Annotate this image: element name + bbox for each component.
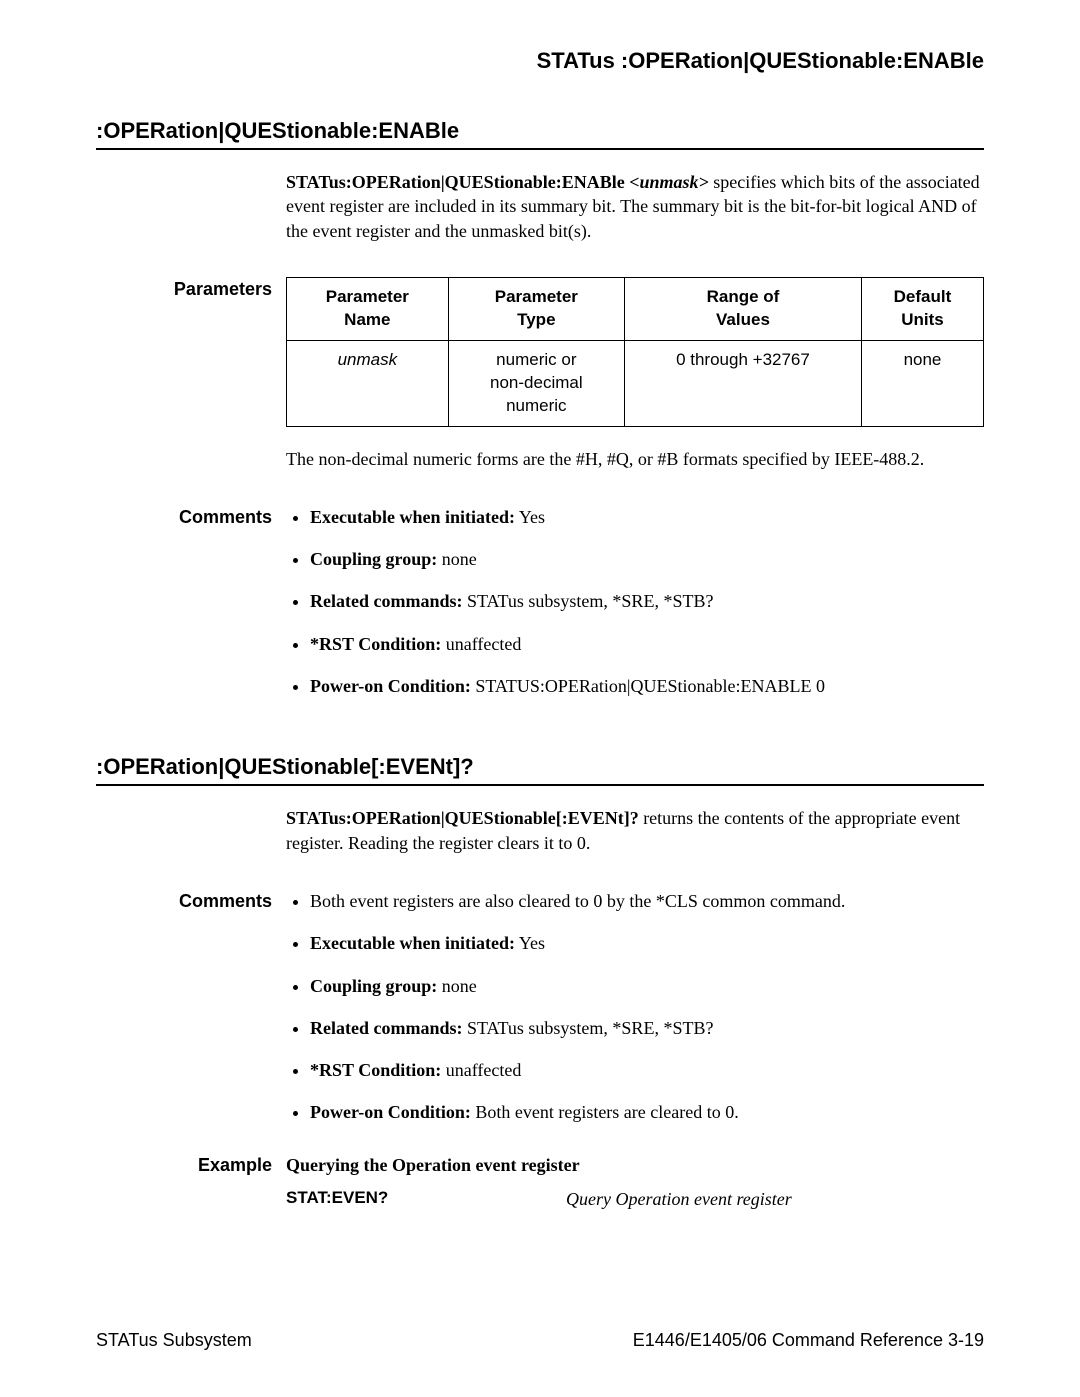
intro-cmd: STATus:OPERation|QUEStionable:ENABle bbox=[286, 172, 629, 192]
example-title: Querying the Operation event register bbox=[286, 1153, 984, 1177]
td-range: 0 through +32767 bbox=[624, 340, 861, 426]
list-item: Power-on Condition: STATUS:OPERation|QUE… bbox=[310, 674, 984, 698]
td-default: none bbox=[861, 340, 983, 426]
example-label: Example bbox=[96, 1153, 286, 1212]
list-item: Power-on Condition: Both event registers… bbox=[310, 1100, 984, 1124]
section2-intro: STATus:OPERation|QUEStionable[:EVENt]? r… bbox=[286, 806, 984, 855]
table-header-row: Parameter Name Parameter Type Range of V… bbox=[287, 277, 984, 340]
parameters-table: Parameter Name Parameter Type Range of V… bbox=[286, 277, 984, 427]
section1-intro: STATus:OPERation|QUEStionable:ENABle <un… bbox=[286, 170, 984, 243]
empty-label-2 bbox=[96, 806, 286, 879]
td-type: numeric or non-decimal numeric bbox=[448, 340, 624, 426]
running-header: STATus :OPERation|QUEStionable:ENABle bbox=[96, 48, 984, 74]
example-row: STAT:EVEN? Query Operation event registe… bbox=[286, 1187, 984, 1211]
list-item: Coupling group: none bbox=[310, 974, 984, 998]
section1-bullets: Executable when initiated: Yes Coupling … bbox=[286, 505, 984, 698]
list-item: *RST Condition: unaffected bbox=[310, 1058, 984, 1082]
example-command: STAT:EVEN? bbox=[286, 1187, 566, 1211]
section2-heading: :OPERation|QUEStionable[:EVENt]? bbox=[96, 754, 984, 786]
table-row: unmask numeric or non-decimal numeric 0 … bbox=[287, 340, 984, 426]
list-item: *RST Condition: unaffected bbox=[310, 632, 984, 656]
parameters-label: Parameters bbox=[96, 277, 286, 495]
intro-arg: <unmask> bbox=[629, 172, 709, 192]
table-note: The non-decimal numeric forms are the #H… bbox=[286, 447, 984, 471]
list-item: Executable when initiated: Yes bbox=[310, 931, 984, 955]
section2-bullets: Both event registers are also cleared to… bbox=[286, 889, 984, 1125]
list-item: Executable when initiated: Yes bbox=[310, 505, 984, 529]
list-item: Related commands: STATus subsystem, *SRE… bbox=[310, 589, 984, 613]
comments-label-1: Comments bbox=[96, 505, 286, 716]
intro-cmd-2: STATus:OPERation|QUEStionable[:EVENt]? bbox=[286, 808, 639, 828]
example-description: Query Operation event register bbox=[566, 1187, 792, 1211]
list-item: Both event registers are also cleared to… bbox=[310, 889, 984, 913]
th-range: Range of Values bbox=[624, 277, 861, 340]
section1-heading: :OPERation|QUEStionable:ENABle bbox=[96, 118, 984, 150]
td-name: unmask bbox=[287, 340, 449, 426]
footer-right: E1446/E1405/06 Command Reference 3-19 bbox=[633, 1330, 984, 1351]
footer-left: STATus Subsystem bbox=[96, 1330, 252, 1351]
comments-label-2: Comments bbox=[96, 889, 286, 1143]
list-item: Related commands: STATus subsystem, *SRE… bbox=[310, 1016, 984, 1040]
list-item: Coupling group: none bbox=[310, 547, 984, 571]
th-type: Parameter Type bbox=[448, 277, 624, 340]
th-name: Parameter Name bbox=[287, 277, 449, 340]
empty-label bbox=[96, 170, 286, 267]
th-default: Default Units bbox=[861, 277, 983, 340]
page-footer: STATus Subsystem E1446/E1405/06 Command … bbox=[96, 1330, 984, 1351]
